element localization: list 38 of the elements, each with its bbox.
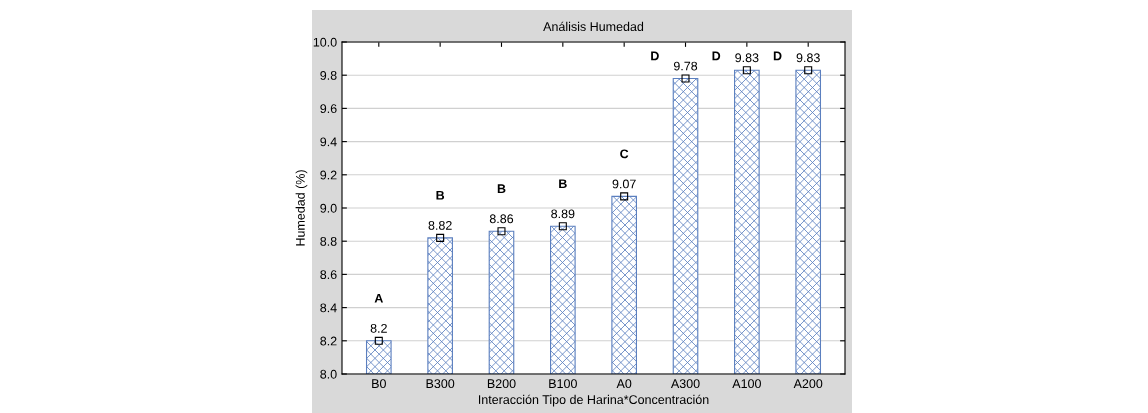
x-tick-label: B300 — [426, 379, 455, 389]
y-tick-label: 9.0 — [320, 203, 337, 213]
y-tick-label: 8.2 — [320, 336, 337, 346]
data-label: 8.86 — [489, 214, 514, 224]
x-tick-label: B200 — [487, 379, 516, 389]
annotation: D — [651, 51, 659, 61]
annotation: B — [436, 191, 445, 200]
annotation: B — [559, 179, 567, 188]
data-label: 9.83 — [735, 53, 759, 63]
annotation: A — [374, 293, 383, 303]
annotation: D — [712, 51, 721, 61]
y-tick-label: 9.6 — [320, 104, 337, 114]
y-tick-label: 10.0 — [313, 37, 337, 47]
x-tick-label: A200 — [793, 379, 823, 389]
chart-title: Análisis Humedad — [543, 21, 644, 32]
annotation: B — [497, 184, 506, 193]
y-tick-label: 8.0 — [320, 369, 337, 379]
data-label: 8.2 — [370, 323, 387, 333]
annotation: C — [620, 149, 629, 159]
x-tick-label: A300 — [670, 379, 700, 389]
annotation: D — [773, 51, 782, 61]
x-axis-title: Interacción Tipo de Harina*Concentración — [478, 394, 709, 407]
data-label: 9.83 — [796, 53, 820, 63]
x-tick-label: B0 — [372, 379, 386, 389]
y-tick-label: 9.2 — [320, 170, 337, 180]
y-tick-label: 8.8 — [320, 237, 337, 246]
x-tick-label: B100 — [549, 379, 577, 389]
y-axis-title: Humedad (%) — [295, 170, 308, 246]
y-tick-label: 9.8 — [320, 71, 337, 80]
y-tick-label: 8.6 — [320, 270, 337, 280]
data-label: 9.78 — [673, 61, 698, 71]
y-tick-label: 8.4 — [320, 303, 337, 313]
x-tick-label: A0 — [616, 379, 632, 389]
data-label: 8.82 — [428, 221, 452, 230]
data-label: 9.07 — [612, 179, 636, 189]
y-tick-label: 9.4 — [320, 137, 337, 147]
x-tick-label: A100 — [732, 379, 761, 389]
data-label: 8.89 — [551, 209, 575, 219]
